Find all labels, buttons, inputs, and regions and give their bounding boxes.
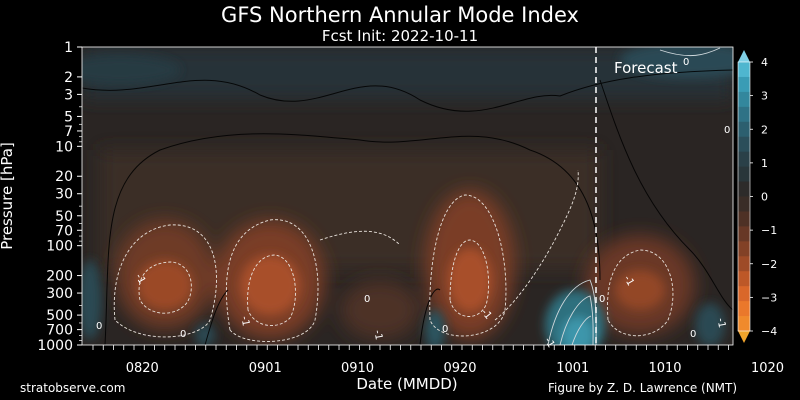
y-tick-label: 1 [64,40,73,56]
x-tick-label: 1010 [648,361,681,376]
colorbar-segment [738,76,750,93]
colorbar-tick-label: 0 [761,191,768,204]
y-tick-label: 5 [64,109,73,125]
contour-label: -1 [715,317,728,329]
y-tick-label: 70 [55,223,73,239]
x-tick-label: 0820 [126,361,159,376]
colorbar-segment [738,211,750,227]
forecast-label: Forecast [614,59,678,77]
contour-label: 0 [364,294,370,305]
x-tick-label: 1001 [556,361,589,376]
x-tick-label: 0920 [443,361,476,376]
colorbar-segment [738,121,750,138]
contour-label: -1 [542,336,557,350]
plot-frame [81,46,734,346]
y-tick-label: 700 [46,323,73,339]
colorbar-tick-label: 4 [761,56,768,69]
contour-labels: 0 0 0 0 0 0 0 0 -1 -1 -1 -1 -1 -1 -1 [96,57,730,350]
colorbar-segment [738,301,750,317]
site-credit: stratobserve.com [20,381,126,395]
colorbar-segment [738,316,750,332]
colorbar-tick-label: −2 [761,258,777,271]
contour-label: 0 [724,125,730,136]
colorbar: 4 3 2 1 0 −1 −2 −3 −4 [737,50,777,343]
colorbar-segment [738,62,750,78]
colorbar-segment [738,106,750,123]
y-tick-label: 3 [64,87,73,103]
colorbar-tick-label: −1 [761,224,777,237]
x-axis-label: Date (MMDD) [356,375,457,393]
colorbar-segment [738,241,750,257]
y-tick-label: 100 [46,239,73,255]
contour-label: 0 [683,57,689,68]
y-tick-label: 30 [55,187,73,203]
y-axis-label: Pressure [hPa] [0,142,16,250]
y-tick-label: 7 [64,124,73,140]
colorbar-segment [738,256,750,272]
x-axis: 0820 0901 0910 0920 1001 1010 1020 [92,345,784,376]
contour-label: -1 [371,329,384,341]
chart-subtitle: Fcst Init: 2022-10-11 [321,27,479,45]
x-tick-label: 0901 [249,361,282,376]
y-tick-label: 50 [55,209,73,225]
contour-label: 0 [180,329,186,340]
colorbar-segment [738,151,750,168]
contour-label: 0 [690,329,696,340]
colorbar-extend-min [738,331,750,343]
colorbar-tick-label: 1 [761,157,768,170]
y-tick-label: 500 [46,308,73,324]
y-tick-label: 10 [55,139,73,155]
colorbar-segment [738,166,750,183]
colorbar-segment [738,286,750,302]
colorbar-tick-label: 3 [761,90,768,103]
contour-label: 0 [599,294,605,305]
colorbar-segment [738,181,750,197]
colorbar-segment [738,226,750,242]
contour-label: 0 [96,321,102,332]
heatmap-field [82,47,733,345]
x-tick-label: 0910 [341,361,374,376]
author-credit: Figure by Z. D. Lawrence (NMT) [548,381,738,395]
colorbar-tick-label: 2 [761,123,768,136]
colorbar-segment [738,196,750,212]
y-tick-label: 300 [46,286,73,302]
colorbar-segment [738,271,750,287]
colorbar-extend-max [738,50,750,62]
colorbar-tick-label: −4 [761,325,777,338]
contour-label: -1 [238,315,251,327]
colorbar-segment [738,136,750,153]
y-tick-label: 1000 [37,338,73,354]
y-tick-label: 20 [55,169,73,185]
contour-label: -1 [133,272,148,286]
x-tick-label: 1020 [751,361,784,376]
colorbar-segment [738,91,750,108]
chart-title: GFS Northern Annular Mode Index [221,3,579,27]
contour-label: 0 [442,324,448,335]
colorbar-tick-label: −3 [761,291,777,304]
y-tick-label: 200 [46,269,73,285]
y-tick-label: 2 [64,70,73,86]
contour-label: -1 [621,274,636,288]
